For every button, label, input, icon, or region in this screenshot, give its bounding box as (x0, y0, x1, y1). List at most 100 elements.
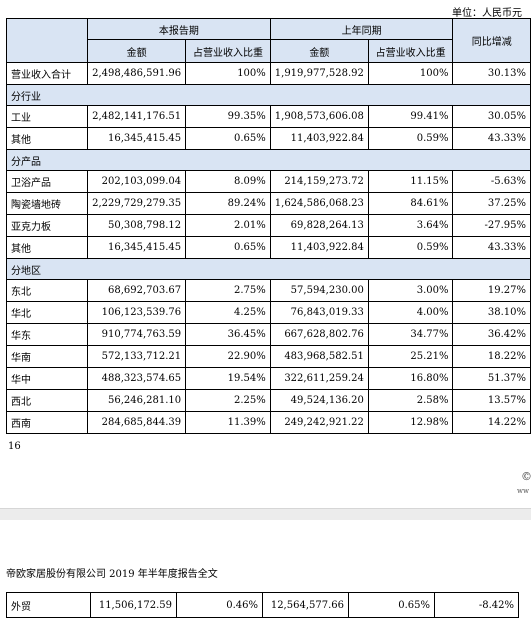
table-row: 工业 2,482,141,176.51 99.35% 1,908,573,606.08… (5, 105, 531, 128)
cell-label: 西南 (5, 411, 89, 434)
total-current-share: 100% (185, 62, 271, 85)
cell-yoy: 14.22% (452, 411, 531, 434)
cell-prior-amount: 1,908,573,606.08 (269, 105, 369, 128)
cell-yoy: -27.95% (452, 214, 531, 237)
section-title: 分行业 (6, 84, 531, 106)
total-current-amount: 2,498,486,591.96 (87, 62, 187, 85)
header-row-1: 本报告期 上年同期 同比增减 (5, 18, 531, 63)
cell-prior-share: 11.15% (367, 170, 454, 193)
table-row: 华北 106,123,539.76 4.25% 76,843,019.33 4.00% 3… (5, 301, 531, 324)
total-prior-amount: 1,919,977,528.92 (269, 62, 369, 85)
cell-label: 外贸 (6, 592, 91, 618)
header-current-period: 本报告期 (87, 18, 271, 40)
cell-label: 华东 (5, 323, 89, 346)
cell-prior-amount: 12,564,577.66 (262, 592, 349, 618)
cell-prior-amount: 1,624,586,068.23 (269, 192, 369, 215)
cell-label: 卫浴产品 (5, 170, 89, 193)
header-row-2: 金额 占营业收入比重 金额 占营业收入比重 (7, 39, 531, 63)
copyright-icon: © (521, 470, 531, 483)
cell-prior-amount: 249,242,921.22 (269, 411, 369, 434)
cell-label: 华北 (5, 301, 89, 324)
cell-prior-amount: 11,403,922.84 (269, 127, 369, 150)
cell-prior-share: 0.59% (367, 127, 454, 150)
cell-current-share: 0.65% (185, 236, 271, 259)
header-yoy: 同比增减 (452, 18, 531, 63)
cell-prior-share: 3.00% (367, 279, 454, 302)
cell-prior-share: 0.59% (367, 236, 454, 259)
section-title: 分产品 (6, 149, 531, 171)
cell-current-share: 2.01% (185, 214, 271, 237)
cell-prior-amount: 69,828,264.13 (269, 214, 369, 237)
cell-current-share: 89.24% (185, 192, 271, 215)
cell-yoy: 43.33% (452, 236, 531, 259)
cell-prior-share: 99.41% (367, 105, 454, 128)
page-number: 16 (8, 441, 21, 452)
table-row: 卫浴产品 202,103,099.04 8.09% 214,159,273.72 11.… (5, 170, 531, 193)
section-header-row: 分行业 (6, 84, 531, 106)
cell-prior-share: 2.58% (367, 389, 454, 412)
cell-prior-amount: 76,843,019.33 (269, 301, 369, 324)
cell-label: 陶瓷墙地砖 (5, 192, 89, 215)
total-row: 营业收入合计 2,498,486,591.96 100% 1,919,977,5… (5, 62, 531, 85)
total-yoy: 30.13% (452, 62, 531, 85)
cell-label: 东北 (5, 279, 89, 302)
table-row: 其他 16,345,415.45 0.65% 11,403,922.84 0.59% 43… (5, 236, 531, 259)
cell-current-amount: 16,345,415.45 (87, 236, 187, 259)
cell-prior-amount: 214,159,273.72 (269, 170, 369, 193)
cell-prior-amount: 483,968,582.51 (269, 345, 369, 368)
header-amount-prior: 金额 (269, 39, 369, 63)
cell-current-amount: 106,123,539.76 (87, 301, 187, 324)
cell-current-amount: 68,692,703.67 (87, 279, 187, 302)
cell-yoy: 43.33% (452, 127, 531, 150)
table-row: 西南 284,685,844.39 11.39% 249,242,921.22 12.9… (5, 411, 531, 434)
cell-prior-share: 25.21% (367, 345, 454, 368)
cell-prior-amount: 49,524,136.20 (269, 389, 369, 412)
table-row: 华东 910,774,763.59 36.45% 667,628,802.76 34.7… (5, 323, 531, 346)
section-header-row: 分地区 (6, 258, 531, 280)
table-row: 华中 488,323,574.65 19.54% 322,611,259.24 16.8… (5, 367, 531, 390)
header-share-prior: 占营业收入比重 (367, 39, 454, 63)
cell-prior-amount: 57,594,230.00 (269, 279, 369, 302)
cell-yoy: 13.57% (452, 389, 531, 412)
cell-prior-share: 0.65% (348, 592, 435, 618)
cell-yoy: 38.10% (452, 301, 531, 324)
table-row: 西北 56,246,281.10 2.25% 49,524,136.20 2.58% 13… (5, 389, 531, 412)
cell-current-share: 0.46% (176, 592, 263, 618)
cell-label: 华中 (5, 367, 89, 390)
cell-current-amount: 56,246,281.10 (87, 389, 187, 412)
cell-prior-share: 4.00% (367, 301, 454, 324)
cell-prior-share: 84.61% (367, 192, 454, 215)
cell-current-amount: 284,685,844.39 (87, 411, 187, 434)
cell-current-amount: 50,308,798.12 (87, 214, 187, 237)
cell-prior-share: 16.80% (367, 367, 454, 390)
table-row: 其他 16,345,415.45 0.65% 11,403,922.84 0.59% 43… (5, 127, 531, 150)
cell-prior-amount: 667,628,802.76 (269, 323, 369, 346)
cell-prior-share: 34.77% (367, 323, 454, 346)
cell-current-amount: 11,506,172.59 (90, 592, 177, 618)
unit-note: 单位：人民币元 (452, 8, 522, 19)
table-row-foreign-trade: 外贸 11,506,172.59 0.46% 12,564,577.66 0.6… (6, 592, 519, 618)
cell-label: 西北 (5, 389, 89, 412)
cell-yoy: 37.25% (452, 192, 531, 215)
cell-current-share: 2.25% (185, 389, 271, 412)
cell-current-share: 2.75% (185, 279, 271, 302)
total-label: 营业收入合计 (5, 62, 89, 85)
cell-yoy: 51.37% (452, 367, 531, 390)
cell-current-share: 11.39% (185, 411, 271, 434)
table-row: 东北 68,692,703.67 2.75% 57,594,230.00 3.00% 19… (5, 279, 531, 302)
cell-yoy: -5.63% (452, 170, 531, 193)
watermark-text: ww (517, 487, 529, 495)
cell-current-amount: 16,345,415.45 (87, 127, 187, 150)
cell-current-amount: 2,229,729,279.35 (87, 192, 187, 215)
cell-current-amount: 910,774,763.59 (87, 323, 187, 346)
cell-prior-share: 12.98% (367, 411, 454, 434)
document-title: 帝欧家居股份有限公司 2019 年半年度报告全文 (6, 569, 218, 580)
cell-prior-share: 3.64% (367, 214, 454, 237)
header-prior-period: 上年同期 (269, 18, 454, 40)
table-row: 华南 572,133,712.21 22.90% 483,968,582.51 25.2… (5, 345, 531, 368)
cell-current-share: 99.35% (185, 105, 271, 128)
revenue-table: 本报告期 上年同期 同比增减 金额 占营业收入比重 金额 占营业收入比重 营业收… (5, 18, 531, 434)
cell-current-amount: 202,103,099.04 (87, 170, 187, 193)
page-separator (0, 508, 531, 520)
header-share-current: 占营业收入比重 (185, 39, 271, 63)
